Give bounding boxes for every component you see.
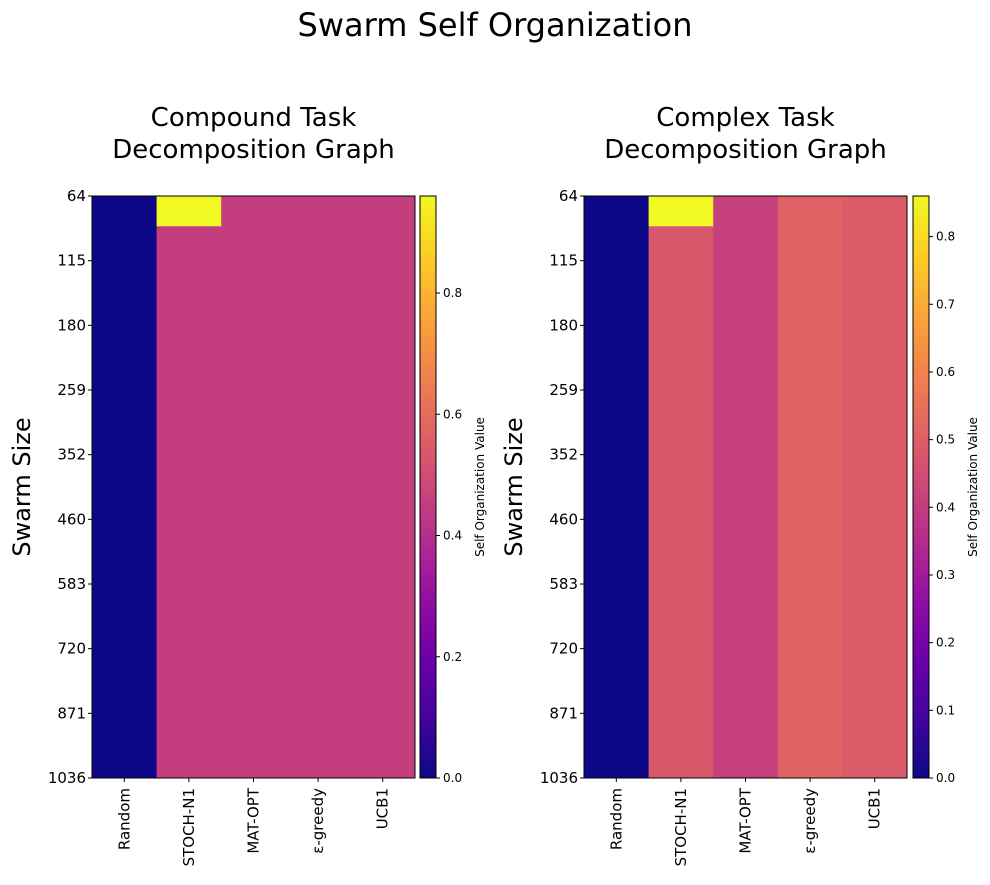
colorbar-frame xyxy=(419,195,437,779)
heatmap-cell xyxy=(221,196,287,778)
x-tick-label: STOCH-N1 xyxy=(180,788,198,866)
chart-title-line: Compound Task xyxy=(151,103,357,133)
y-tick-label: 115 xyxy=(549,252,578,270)
heatmap-cell xyxy=(156,226,222,778)
x-tick-label: MAT-OPT xyxy=(737,787,755,854)
chart-title-line: Complex Task xyxy=(656,103,834,133)
colorbar-tick-label: 0.1 xyxy=(936,703,955,717)
y-tick-label: 460 xyxy=(57,510,86,528)
x-tick-label: UCB1 xyxy=(866,788,884,829)
colorbar-tick-label: 0.2 xyxy=(443,650,462,664)
y-tick-label: 871 xyxy=(549,704,578,722)
y-tick-label: 720 xyxy=(57,640,86,658)
y-tick-label: 583 xyxy=(549,575,578,593)
heatmap-cell xyxy=(285,196,351,778)
x-tick-label: Random xyxy=(607,788,625,850)
y-tick-label: 720 xyxy=(549,640,578,658)
y-tick-label: 115 xyxy=(57,252,86,270)
figure-title: Swarm Self Organization xyxy=(298,6,693,44)
y-tick-label: 871 xyxy=(57,704,86,722)
x-tick-label: UCB1 xyxy=(374,788,392,829)
colorbar-tick-label: 0.6 xyxy=(936,365,955,379)
heatmap-cell xyxy=(350,196,416,778)
y-tick-label: 64 xyxy=(559,187,578,205)
chart-title-line: Decomposition Graph xyxy=(604,135,887,165)
colorbar-tick-label: 0.3 xyxy=(936,568,955,582)
colorbar-label: Self Organization Value xyxy=(966,417,980,557)
y-tick-label: 583 xyxy=(57,575,86,593)
y-tick-label: 180 xyxy=(57,316,86,334)
colorbar-tick-label: 0.4 xyxy=(443,529,462,543)
heatmap-cell xyxy=(156,196,222,227)
heatmap-cell xyxy=(713,196,779,778)
y-tick-label: 64 xyxy=(67,187,86,205)
y-tick-label: 352 xyxy=(549,446,578,464)
y-tick-label: 180 xyxy=(549,316,578,334)
colorbar-tick-label: 0.0 xyxy=(443,771,462,785)
heatmap-cell xyxy=(648,196,714,227)
y-axis-label: Swarm Size xyxy=(8,417,36,556)
y-tick-label: 1036 xyxy=(48,769,86,787)
colorbar-tick-label: 0.7 xyxy=(936,297,955,311)
colorbar-tick-label: 0.5 xyxy=(936,433,955,447)
colorbar-label: Self Organization Value xyxy=(473,417,487,557)
chart-title-line: Decomposition Graph xyxy=(112,135,395,165)
colorbar-tick-label: 0.8 xyxy=(443,286,462,300)
colorbar-tick-label: 0.8 xyxy=(936,230,955,244)
x-tick-label: STOCH-N1 xyxy=(672,788,690,866)
y-tick-label: 259 xyxy=(57,381,86,399)
colorbar-tick-label: 0.0 xyxy=(936,771,955,785)
colorbar-tick-label: 0.6 xyxy=(443,407,462,421)
x-tick-label: MAT-OPT xyxy=(245,787,263,854)
heatmap-cell xyxy=(648,226,714,778)
x-tick-label: Random xyxy=(115,788,133,850)
colorbar-tick-label: 0.4 xyxy=(936,500,955,514)
y-tick-label: 1036 xyxy=(540,769,578,787)
colorbar-frame xyxy=(912,195,930,779)
heatmap-cell xyxy=(92,196,158,778)
heatmap-cell xyxy=(842,196,908,778)
x-tick-label: ε-greedy xyxy=(309,788,327,854)
heatmap-cell xyxy=(584,196,650,778)
x-tick-label: ε-greedy xyxy=(801,788,819,854)
y-tick-label: 460 xyxy=(549,510,578,528)
y-tick-label: 352 xyxy=(57,446,86,464)
colorbar xyxy=(420,196,436,778)
colorbar-tick-label: 0.2 xyxy=(936,636,955,650)
heatmap-cell xyxy=(777,196,843,778)
colorbar xyxy=(913,196,929,778)
y-axis-label: Swarm Size xyxy=(500,417,528,556)
y-tick-label: 259 xyxy=(549,381,578,399)
